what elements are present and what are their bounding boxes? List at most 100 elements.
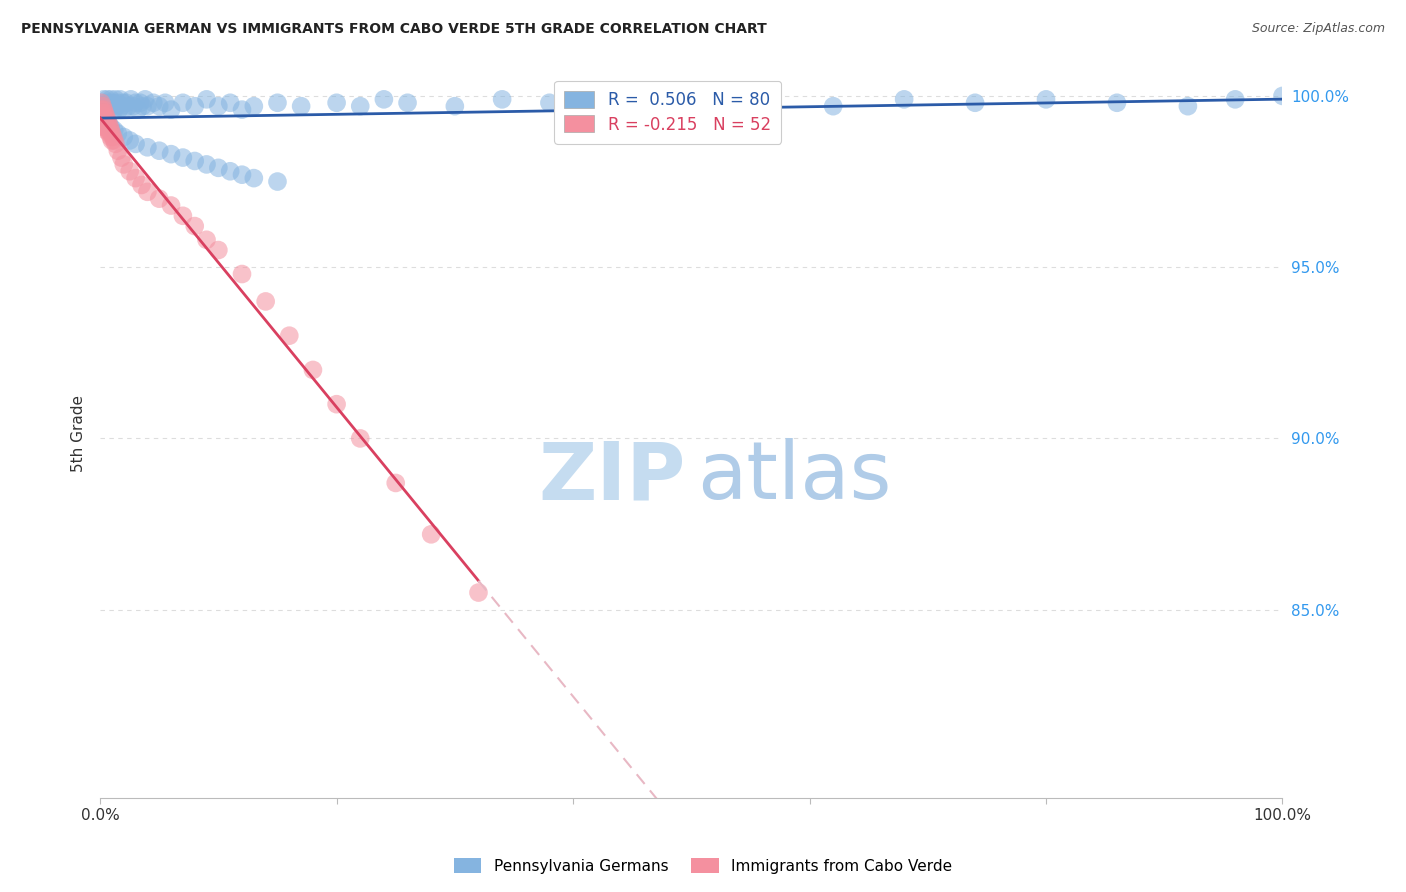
Point (112, 130, 135, 145)
Point (101, 130, 124, 145)
Point (302, 363, 325, 377)
Point (93, 116, 115, 130)
Point (108, 103, 131, 117)
Point (127, 103, 149, 117)
Point (100, 120, 122, 134)
Point (98, 127, 121, 141)
Point (103, 123, 125, 137)
Point (384, 475, 406, 490)
Point (112, 157, 135, 171)
Point (96, 120, 118, 134)
Point (118, 164, 141, 178)
Point (1177, 99, 1199, 113)
Point (91, 99, 114, 113)
Point (94, 120, 117, 134)
Point (195, 157, 218, 171)
Point (373, 92, 395, 106)
Point (100, 123, 122, 137)
Point (90, 116, 112, 130)
Point (266, 175, 288, 189)
Point (104, 92, 127, 106)
Point (97, 99, 120, 113)
Point (124, 95, 146, 110)
Point (124, 136, 146, 151)
Point (160, 147, 183, 161)
Point (112, 103, 135, 117)
Point (965, 95, 987, 110)
Point (325, 397, 347, 411)
Point (103, 103, 125, 117)
Point (195, 92, 218, 106)
Point (94, 95, 117, 110)
Point (94, 103, 117, 117)
Point (129, 95, 152, 110)
Point (1035, 92, 1057, 106)
Point (585, 99, 607, 113)
Text: PENNSYLVANIA GERMAN VS IMMIGRANTS FROM CABO VERDE 5TH GRADE CORRELATION CHART: PENNSYLVANIA GERMAN VS IMMIGRANTS FROM C… (21, 22, 766, 37)
Point (153, 95, 176, 110)
Point (101, 99, 124, 113)
Point (120, 92, 142, 106)
Point (325, 95, 347, 110)
Point (94, 123, 117, 137)
Point (91, 120, 114, 134)
Point (172, 95, 194, 110)
Point (107, 144, 129, 158)
Point (131, 99, 153, 113)
Point (538, 95, 561, 110)
Point (93, 92, 115, 106)
Point (349, 432, 371, 446)
Point (110, 99, 132, 113)
Point (103, 133, 125, 147)
Point (266, 95, 288, 110)
Point (183, 153, 205, 168)
Point (118, 133, 141, 147)
Point (893, 92, 915, 106)
Point (93, 110, 115, 124)
Point (243, 99, 266, 113)
Point (97, 123, 120, 137)
Point (98, 95, 121, 110)
Point (94, 106, 117, 120)
Point (142, 95, 165, 110)
Point (183, 219, 205, 233)
Point (111, 95, 134, 110)
Point (467, 585, 489, 599)
Point (1271, 89, 1294, 103)
Point (231, 267, 253, 281)
Point (254, 294, 277, 309)
Point (94, 116, 117, 130)
Point (278, 328, 301, 343)
Point (136, 99, 159, 113)
Point (93, 103, 115, 117)
Point (231, 168, 253, 182)
Point (420, 527, 443, 541)
Y-axis label: 5th Grade: 5th Grade (72, 395, 86, 472)
Point (136, 140, 159, 154)
Point (124, 171, 146, 186)
Point (349, 99, 371, 113)
Legend: Pennsylvania Germans, Immigrants from Cabo Verde: Pennsylvania Germans, Immigrants from Ca… (449, 852, 957, 880)
Point (172, 209, 194, 223)
Point (97, 116, 120, 130)
Point (491, 92, 513, 106)
Point (94, 112, 117, 127)
Point (110, 151, 132, 165)
Point (148, 192, 170, 206)
Point (681, 92, 703, 106)
Point (136, 185, 159, 199)
Point (1105, 95, 1128, 110)
Point (90, 95, 112, 110)
Point (91, 99, 114, 113)
Point (117, 99, 139, 113)
Point (172, 151, 194, 165)
Text: atlas: atlas (697, 438, 891, 516)
Point (101, 127, 124, 141)
Point (823, 99, 845, 113)
Point (93, 110, 115, 124)
Point (207, 243, 229, 257)
Text: ZIP: ZIP (538, 438, 685, 516)
Point (107, 127, 129, 141)
Point (107, 95, 129, 110)
Point (207, 161, 229, 175)
